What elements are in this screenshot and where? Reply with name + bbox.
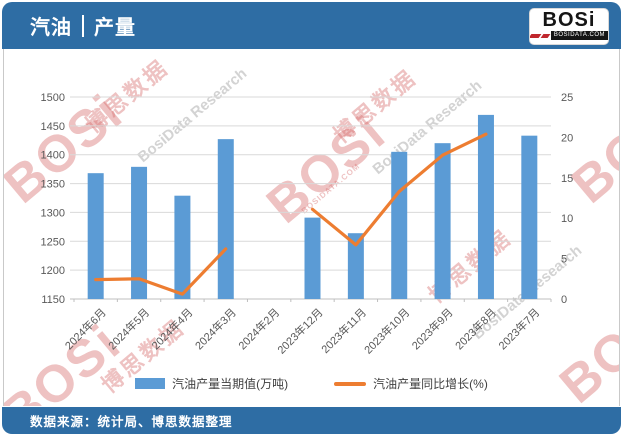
x-axis-label: 2023年8月 [452,305,499,352]
right-axis-tick-label: 0 [561,294,567,306]
chart-section: BOSi 博思数据 BosiData Research BOSi 博思数据 Bo… [3,49,620,406]
bar [304,217,321,299]
x-axis-label: 2024年6月 [62,305,109,352]
line-swatch-icon [334,381,367,386]
x-axis-label: 2024年5月 [105,305,152,352]
bar-swatch-icon [135,378,166,389]
bar [217,139,234,299]
left-axis-tick-label: 1500 [41,92,65,104]
title-product: 汽油 [30,17,72,39]
bar [174,195,191,299]
data-source-text: 数据来源：统计局、博思数据整理 [30,415,233,429]
header: 汽油 产量 BOSi BOSIDATA.COM [2,2,621,49]
left-axis-tick-label: 1350 [41,179,65,191]
x-axis-label: 2023年7月 [495,305,542,352]
left-axis-tick-label: 1150 [41,294,65,306]
right-axis-tick-label: 10 [561,213,573,225]
legend-label-line: 汽油产量同比增长(%) [373,377,488,391]
title-metric: 产量 [94,17,136,39]
x-axis-label: 2023年9月 [409,305,456,352]
x-axis-label: 2024年4月 [148,305,195,352]
logo-stripe-icon [530,33,542,38]
bar [87,173,104,299]
bar [131,166,148,299]
logo-stripe-icon [540,33,551,38]
left-axis-tick-label: 1400 [41,150,65,162]
bar [347,233,364,299]
chart-canvas: 1150 1200 1250 1300 1350 1400 1450 1500 0 5 10 15 20… [41,92,574,357]
legend-item-bar: 汽油产量当期值(万吨) [135,375,288,392]
bar [521,135,538,299]
bosi-logo-domain: BOSIDATA.COM [550,31,608,40]
right-axis-tick-label: 15 [561,173,573,185]
bar [434,143,451,299]
bosi-logo-text: BOSi [542,9,596,31]
trend-line [94,247,228,296]
right-axis-tick-label: 25 [561,92,573,104]
left-axis-tick-label: 1200 [41,265,65,277]
right-axis-tick-label: 20 [561,132,573,144]
bosi-logo: BOSi BOSIDATA.COM [529,8,609,45]
x-axis-label: 2023年10月 [361,305,412,356]
x-axis-label: 2024年3月 [192,305,239,352]
bar [391,151,408,299]
x-axis-label: 2023年12月 [274,305,325,356]
legend-label-bar: 汽油产量当期值(万吨) [172,377,289,391]
left-axis-tick-label: 1300 [41,207,65,219]
bar [477,114,494,300]
page-title: 汽油 产量 [2,11,136,40]
title-divider [82,14,84,37]
bosi-logo-bottom: BOSIDATA.COM [530,31,608,40]
trend-line [310,132,488,247]
footer: 数据来源：统计局、博思数据整理 [2,407,621,434]
legend-item-line: 汽油产量同比增长(%) [334,375,488,392]
left-axis-tick-label: 1450 [41,121,65,133]
legend: 汽油产量当期值(万吨) 汽油产量同比增长(%) [4,375,619,392]
x-axis-label: 2024年2月 [235,305,282,352]
right-axis-tick-label: 5 [561,254,567,266]
left-axis-tick-label: 1250 [41,236,65,248]
